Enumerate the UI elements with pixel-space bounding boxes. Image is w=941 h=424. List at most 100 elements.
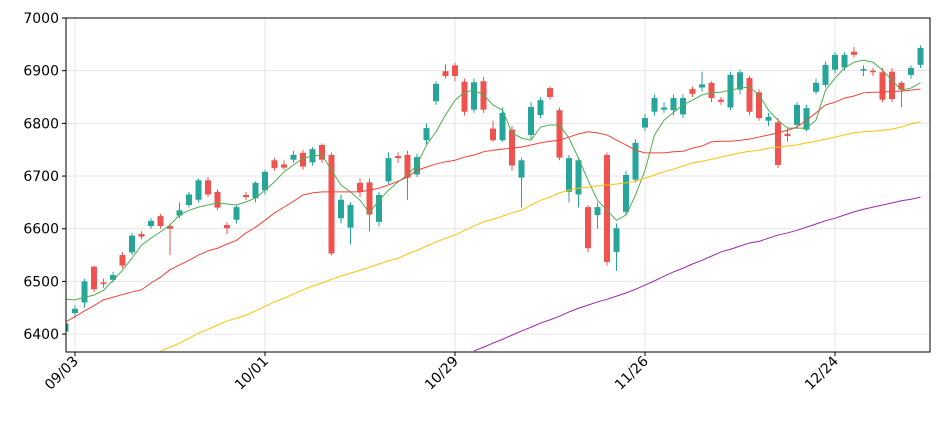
candle-body bbox=[205, 180, 211, 195]
candle-body bbox=[746, 78, 753, 112]
candle-body bbox=[176, 210, 183, 216]
candle-body bbox=[357, 182, 363, 192]
candle-body bbox=[195, 180, 202, 200]
candle-body bbox=[499, 112, 506, 141]
candle-body bbox=[547, 88, 553, 98]
candle-body bbox=[300, 152, 306, 167]
candle-body bbox=[66, 323, 69, 332]
y-tick-label: 6900 bbox=[23, 64, 59, 80]
candle-body bbox=[442, 71, 449, 76]
candle-body bbox=[490, 128, 496, 141]
y-tick-label: 6600 bbox=[23, 222, 59, 238]
candle-body bbox=[575, 160, 582, 195]
candle-body bbox=[841, 54, 848, 68]
y-tick-label: 6800 bbox=[23, 116, 59, 132]
axes: 6400 6500 6600 6700 6800 6900 7000 09/03 10/01 10… bbox=[23, 11, 842, 393]
candle-body bbox=[632, 142, 639, 180]
candle-body bbox=[898, 82, 905, 90]
candle-body bbox=[271, 160, 278, 169]
candle-body bbox=[110, 275, 116, 280]
y-tick-label: 6500 bbox=[23, 274, 59, 290]
candle-body bbox=[452, 65, 458, 76]
candle-body bbox=[100, 282, 107, 285]
candle-body bbox=[528, 107, 534, 135]
candle-body bbox=[727, 74, 734, 108]
candle-body bbox=[784, 133, 791, 137]
candle-body bbox=[822, 64, 829, 85]
candle-body bbox=[670, 98, 677, 111]
candle-body bbox=[775, 122, 781, 165]
candle-body bbox=[404, 154, 411, 178]
candle-body bbox=[262, 171, 268, 191]
candle-body bbox=[765, 117, 772, 121]
candle-body bbox=[699, 84, 705, 88]
candle-body bbox=[157, 216, 164, 227]
candle-body bbox=[860, 69, 867, 71]
candle-body bbox=[186, 194, 192, 206]
candle-body bbox=[281, 164, 287, 168]
candle-body bbox=[347, 205, 354, 228]
candle-body bbox=[290, 154, 297, 160]
y-tick-label: 6700 bbox=[23, 169, 59, 185]
x-tick-label: 10/01 bbox=[232, 354, 272, 394]
candle-body bbox=[72, 308, 78, 314]
candle-body bbox=[566, 158, 572, 192]
candle-body bbox=[604, 154, 610, 262]
candle-body bbox=[81, 281, 88, 303]
candle-body bbox=[414, 157, 420, 175]
candle-body bbox=[243, 195, 249, 198]
candle-body bbox=[879, 72, 886, 100]
candle-body bbox=[870, 70, 876, 73]
y-tick-label: 7000 bbox=[23, 11, 59, 27]
candle-body bbox=[756, 92, 762, 119]
candle-body bbox=[129, 235, 135, 253]
candle-body bbox=[119, 255, 126, 266]
candle-body bbox=[708, 82, 715, 99]
moving-average-line bbox=[66, 59, 921, 301]
moving-average-line bbox=[160, 121, 921, 352]
candle-body bbox=[556, 110, 563, 158]
candle-body bbox=[718, 99, 724, 102]
candle-body bbox=[233, 207, 240, 220]
candle-body bbox=[737, 72, 743, 90]
candle-body bbox=[642, 118, 648, 128]
candle-body bbox=[803, 108, 810, 130]
candle-body bbox=[518, 160, 525, 178]
candle-body bbox=[224, 225, 230, 229]
candle-body bbox=[385, 158, 392, 182]
candle-body bbox=[509, 129, 515, 166]
candle-body bbox=[661, 107, 667, 110]
candle-body bbox=[252, 182, 259, 199]
candle-body bbox=[366, 182, 373, 215]
x-tick-label: 11/26 bbox=[612, 353, 652, 393]
x-tick-label: 12/24 bbox=[802, 353, 842, 393]
candle-body bbox=[623, 174, 629, 212]
candle-body bbox=[851, 51, 857, 55]
candle-body bbox=[813, 82, 819, 92]
candle-body bbox=[148, 220, 154, 227]
candle-body bbox=[651, 98, 658, 112]
candle-body bbox=[471, 82, 477, 110]
candle-body bbox=[917, 48, 924, 65]
candle-body bbox=[461, 81, 468, 112]
candle-body bbox=[328, 154, 335, 254]
plot-area bbox=[66, 45, 924, 352]
candle-body bbox=[433, 83, 439, 102]
candle-body bbox=[395, 156, 401, 159]
candle-body bbox=[889, 71, 895, 100]
candle-body bbox=[376, 195, 382, 222]
candle-body bbox=[832, 54, 838, 70]
candle-body bbox=[91, 266, 97, 290]
candle-body bbox=[214, 191, 221, 208]
candle-body bbox=[167, 226, 173, 229]
candle-body bbox=[613, 228, 620, 252]
moving-average-line bbox=[66, 88, 921, 323]
x-tick-label: 09/03 bbox=[42, 354, 82, 394]
candle-body bbox=[138, 233, 145, 237]
candle-body bbox=[689, 89, 696, 94]
candle-body bbox=[908, 68, 914, 75]
axes-frame bbox=[65, 17, 931, 353]
candle-body bbox=[338, 199, 344, 219]
moving-average-line bbox=[473, 196, 921, 352]
